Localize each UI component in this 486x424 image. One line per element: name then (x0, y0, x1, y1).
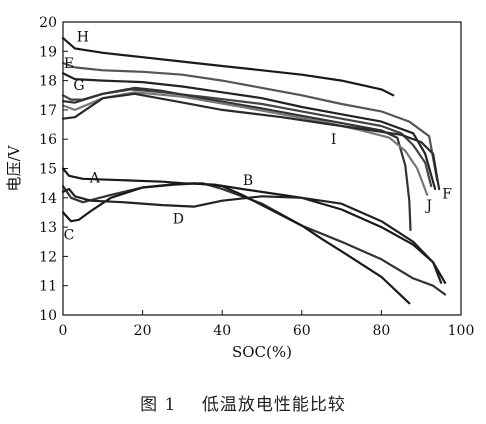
curve-label-c: C (64, 227, 75, 243)
y-tick-label: 11 (39, 279, 57, 295)
x-tick-label: 40 (213, 323, 231, 339)
series-line-d (61, 187, 443, 284)
series-line-i (61, 86, 412, 232)
curve-label-g: G (73, 78, 84, 94)
series-line-e (61, 61, 439, 182)
x-tick-label: 0 (59, 323, 68, 339)
series-line-a (61, 167, 447, 284)
y-tick-label: 20 (39, 15, 57, 31)
curve-label-e: E (64, 56, 74, 72)
curve-label-b: B (243, 173, 253, 189)
y-tick-label: 14 (39, 191, 57, 207)
y-tick-label: 19 (39, 44, 57, 60)
y-tick-label: 16 (39, 132, 57, 148)
curve-label-i: I (331, 132, 337, 148)
series-line-g (61, 88, 433, 188)
y-tick-label: 13 (39, 220, 57, 236)
y-tick-label: 18 (39, 74, 57, 90)
curve-label-a: A (89, 170, 101, 186)
series-line-h (61, 37, 395, 97)
curves-group (61, 37, 447, 305)
x-tick-label: 20 (134, 323, 152, 339)
y-axis-title: 电压/V (5, 144, 23, 191)
tick-labels-group: 0 20 40 60 80 100 10 11 12 13 14 15 16 17 18 19 20 (39, 15, 474, 339)
curve-label-h: H (77, 30, 89, 46)
series-line-unlabeled-2 (61, 72, 437, 191)
y-tick-label: 12 (39, 249, 57, 265)
curve-label-d: D (173, 211, 184, 227)
series-line-f (61, 92, 441, 191)
y-tick-label: 10 (39, 308, 57, 324)
x-tick-label: 100 (448, 323, 475, 339)
x-tick-label: 80 (372, 323, 390, 339)
curve-label-f: F (442, 186, 452, 202)
x-tick-label: 60 (293, 323, 311, 339)
x-axis-title: SOC(%) (232, 343, 292, 361)
axes-group (62, 21, 462, 316)
figure-caption: 图 1 低温放电性能比较 (140, 395, 346, 415)
y-tick-label: 17 (39, 103, 57, 119)
curve-labels-group: HEG I JF A B C D (64, 30, 453, 244)
curve-label-j: J (424, 198, 432, 214)
y-tick-label: 15 (39, 162, 57, 178)
series-line-c (61, 182, 411, 305)
